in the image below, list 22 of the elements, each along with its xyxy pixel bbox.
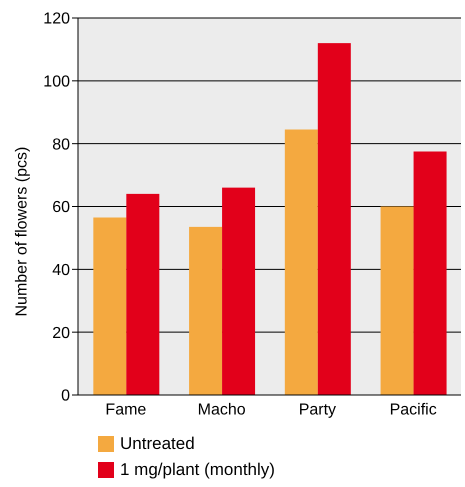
bar — [189, 226, 222, 395]
y-tick-label: 20 — [52, 324, 70, 342]
x-tick-label: Party — [298, 401, 336, 418]
bar — [126, 194, 160, 395]
bar — [222, 188, 256, 395]
y-axis-title: Number of flowers (pcs) — [14, 146, 31, 316]
bar — [318, 43, 351, 395]
y-tick-label: 80 — [52, 136, 70, 154]
bar — [93, 217, 126, 395]
x-tick-label: Pacific — [390, 401, 437, 418]
y-tick-label: 0 — [61, 388, 70, 405]
legend-label: Untreated — [120, 434, 195, 454]
bar — [414, 152, 447, 395]
x-tick-label: Macho — [198, 401, 246, 418]
bar — [380, 206, 414, 395]
y-tick-label: 60 — [52, 199, 70, 216]
bar — [284, 130, 318, 395]
y-tick-label: 120 — [43, 10, 70, 28]
y-tick-label: 100 — [43, 74, 70, 91]
legend-label: 1 mg/plant (monthly) — [120, 460, 275, 480]
x-tick-label: Fame — [105, 401, 146, 418]
y-tick-label: 40 — [52, 262, 70, 280]
